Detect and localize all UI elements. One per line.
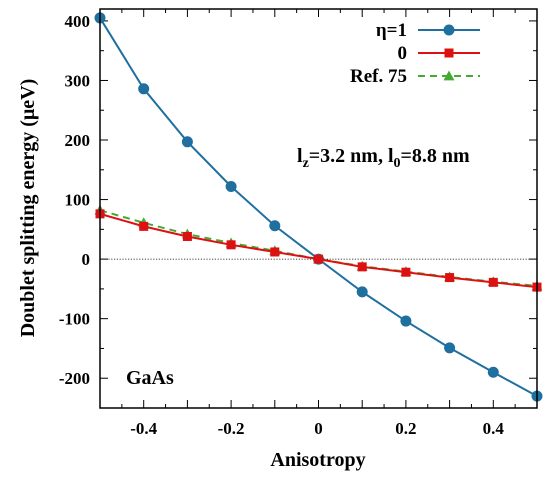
series-square: [95, 209, 542, 292]
x-axis-label: Anisotropy: [270, 449, 365, 471]
data-point-square: [488, 277, 498, 287]
y-tick-label: 200: [65, 131, 91, 150]
y-tick-label: 400: [65, 12, 91, 31]
legend-label: Ref. 75: [350, 66, 407, 87]
data-point-circle: [444, 342, 456, 354]
x-tick-label: -0.2: [218, 419, 245, 438]
data-point-circle: [225, 180, 237, 192]
data-point-circle: [356, 286, 368, 298]
y-tick-label: 0: [82, 250, 91, 269]
data-point-circle: [400, 315, 412, 327]
y-tick-label: -100: [59, 310, 90, 329]
data-point-square: [226, 240, 236, 250]
x-tick-label: 0.4: [483, 419, 505, 438]
series-circle: [94, 12, 543, 402]
data-point-square: [139, 221, 149, 231]
data-point-square: [182, 231, 192, 241]
data-point-circle: [269, 220, 281, 232]
series-line-square: [99, 212, 538, 289]
series-line-circle: [99, 17, 538, 397]
material-annotation: GaAs: [126, 367, 174, 389]
parameter-annotation: lz=3.2 nm, l0=8.8 nm: [297, 145, 470, 171]
x-tick-label: -0.4: [130, 419, 157, 438]
plot-frame: [99, 8, 538, 409]
y-tick-label: -200: [59, 369, 90, 388]
data-point-square: [445, 273, 455, 283]
legend-marker: [444, 48, 454, 58]
data-point-circle: [181, 136, 193, 148]
data-point-circle: [138, 83, 150, 95]
y-axis-label: Doublet splitting energy (μeV): [17, 79, 39, 338]
y-tick-label: 100: [65, 191, 91, 210]
legend-marker: [443, 24, 455, 36]
data-point-square: [357, 262, 367, 272]
x-tick-label: 0.2: [395, 419, 416, 438]
series-triangle: [94, 204, 543, 291]
legend-label: 0: [398, 43, 408, 64]
y-tick-label: 300: [65, 71, 91, 90]
legend-label: η=1: [376, 20, 407, 41]
series-line-triangle: [99, 209, 538, 287]
data-point-square: [314, 254, 323, 264]
data-point-square: [270, 247, 280, 257]
data-point-square: [401, 267, 411, 277]
x-tick-label: 0: [314, 419, 323, 438]
legend-marker: [443, 70, 455, 81]
data-point-circle: [487, 366, 499, 378]
